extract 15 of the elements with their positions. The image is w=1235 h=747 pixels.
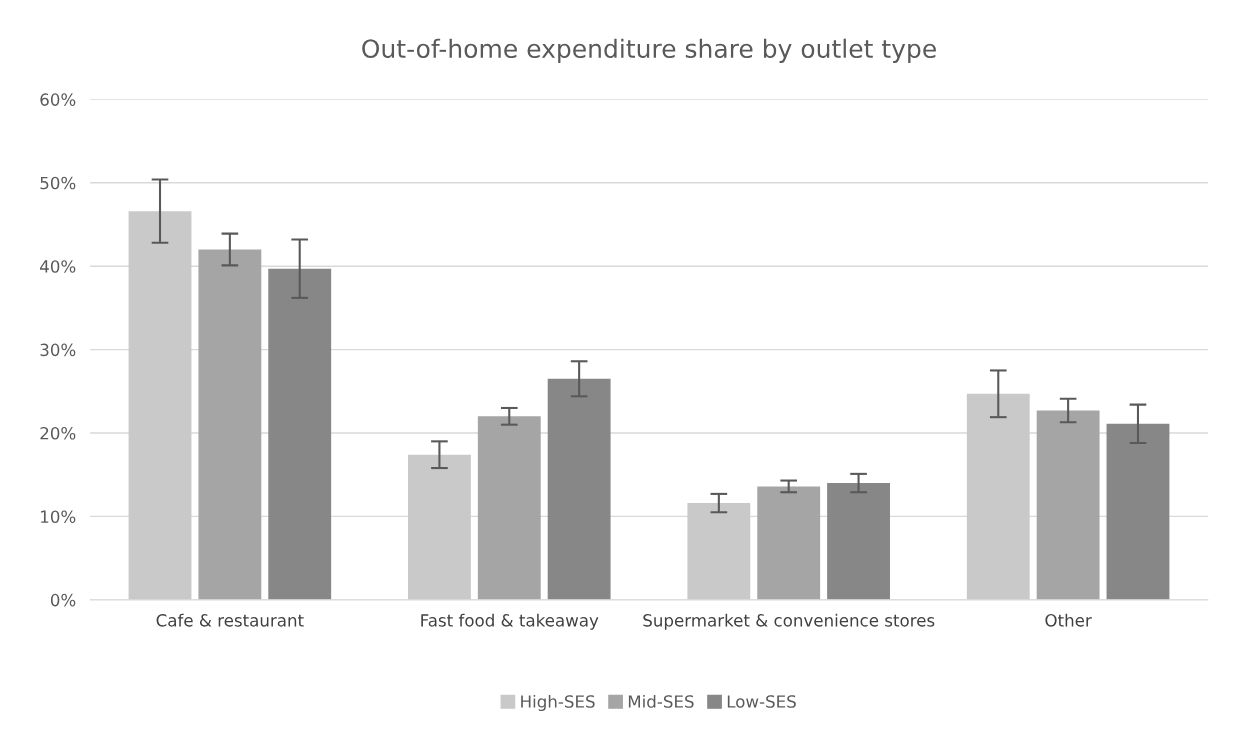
x-tick-label: Supermarket & convenience stores — [643, 613, 935, 630]
y-tick-label: 50% — [40, 176, 76, 190]
y-tick-label: 10% — [41, 510, 76, 523]
y-tick-label: 0% — [50, 593, 76, 607]
legend-label: High-SES — [521, 694, 595, 712]
y-tick-label: 40% — [40, 260, 76, 273]
legend-label: Low-SES — [727, 695, 796, 708]
y-tick-label: 60% — [40, 93, 76, 106]
legend-label: Mid-SES — [628, 694, 694, 708]
y-tick-label: 20% — [40, 426, 76, 440]
chart-title: Out-of-home expenditure share by outlet type — [362, 38, 936, 63]
x-tick-label: Other — [1045, 613, 1092, 627]
y-tick-label: 30% — [40, 343, 76, 357]
x-tick-label: Fast food & takeaway — [421, 613, 599, 630]
x-tick-label: Cafe & restaurant — [156, 613, 304, 627]
